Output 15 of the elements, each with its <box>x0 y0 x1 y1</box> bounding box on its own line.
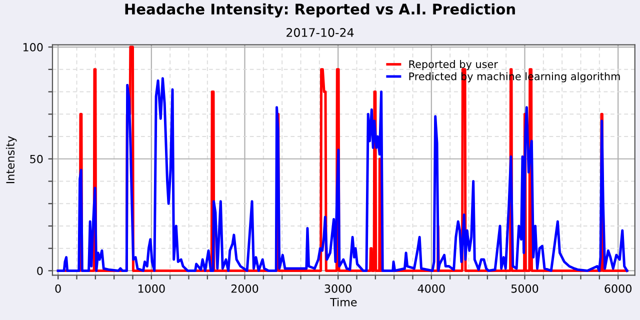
chart-title: Headache Intensity: Reported vs A.I. Prediction <box>125 3 515 18</box>
x-tick-label: 1000 <box>138 284 165 293</box>
x-tick-label: 5000 <box>511 284 538 293</box>
x-tick-label: 2000 <box>231 284 258 293</box>
y-tick-label: 50 <box>30 154 43 164</box>
x-tick-label: 3000 <box>324 284 352 293</box>
x-tick-label: 0 <box>55 284 61 293</box>
y-axis-title: Intensity <box>6 136 17 184</box>
x-tick-label: 4000 <box>418 284 445 293</box>
x-tick-label: 6000 <box>604 284 632 293</box>
chart-subtitle: 2017-10-24 <box>286 28 354 37</box>
y-tick-label: 100 <box>23 43 43 52</box>
legend-label: Reported by user <box>409 60 498 70</box>
x-axis-title: Time <box>330 298 357 306</box>
y-tick-label: 0 <box>37 266 43 276</box>
